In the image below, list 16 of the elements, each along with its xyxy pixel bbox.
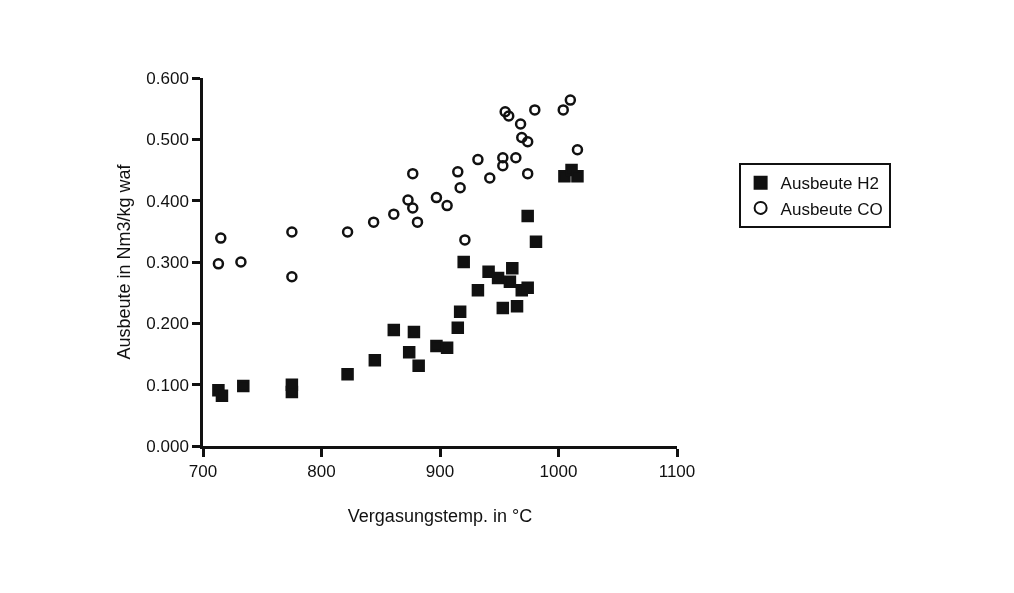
y-tick-label: 0.600: [146, 68, 189, 88]
x-tick-label: 800: [307, 462, 336, 482]
x-tick-label: 1100: [658, 462, 696, 482]
x-tick-label: 900: [425, 462, 455, 482]
y-tick-label: 0.100: [146, 375, 189, 395]
y-tick-label: 0.400: [146, 191, 189, 211]
x-tick-label: 700: [188, 462, 218, 482]
y-tick-label: 0.000: [146, 436, 189, 456]
legend-label: Ausbeute CO: [780, 199, 883, 219]
y-tick-label: 0.300: [146, 252, 189, 272]
y-axis-title: Ausbeute in Nm3/kg waf: [113, 163, 134, 360]
x-tick-label: 1000: [539, 462, 578, 482]
legend-label: Ausbeute H2: [780, 174, 879, 194]
y-tick-label: 0.500: [146, 130, 189, 150]
y-tick-label: 0.200: [146, 314, 189, 334]
x-axis-title: Vergasungstemp. in °C: [347, 506, 533, 527]
